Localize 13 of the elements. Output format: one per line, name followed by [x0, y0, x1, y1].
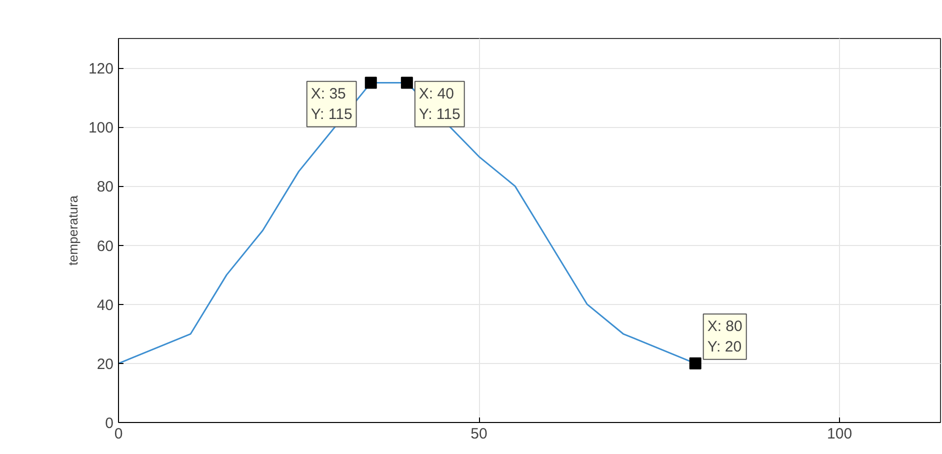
x-tick-label: 100 [827, 426, 852, 442]
annotation: X: 40 Y: 115 [418, 85, 460, 123]
y-tick-label: 40 [96, 296, 114, 314]
annotation: X: 35 Y: 115 [310, 85, 352, 123]
annotation: X: 80 Y: 20 [707, 318, 742, 356]
y-tick-label: 100 [88, 120, 114, 137]
x-tick-label: 50 [470, 426, 488, 442]
y-tick-label: 0 [105, 415, 114, 432]
y-tick-label: 20 [96, 356, 114, 373]
y-tick-label: 60 [96, 238, 114, 255]
y-axis-title: temperatura [65, 194, 80, 266]
y-tick-label: 80 [96, 178, 114, 196]
y-tick-label: 120 [88, 60, 114, 78]
